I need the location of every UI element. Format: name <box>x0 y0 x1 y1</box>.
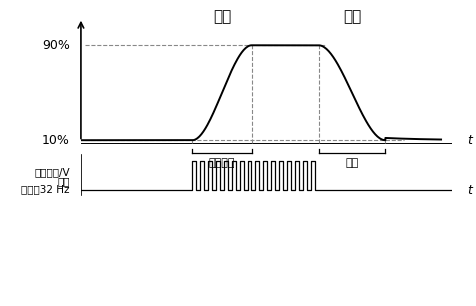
Text: 波形: 波形 <box>57 176 70 186</box>
Text: t: t <box>467 184 472 197</box>
Text: 余辉: 余辉 <box>345 158 358 168</box>
Text: 关闭: 关闭 <box>343 9 361 24</box>
Text: 驱动电压/V: 驱动电压/V <box>34 167 70 177</box>
Text: 打开: 打开 <box>213 9 231 24</box>
Text: 90%: 90% <box>42 39 70 52</box>
Text: 响应时间: 响应时间 <box>209 158 235 168</box>
Text: t: t <box>467 134 472 147</box>
Text: 10%: 10% <box>42 134 70 147</box>
Text: 频率：32 Hz: 频率：32 Hz <box>21 185 70 195</box>
